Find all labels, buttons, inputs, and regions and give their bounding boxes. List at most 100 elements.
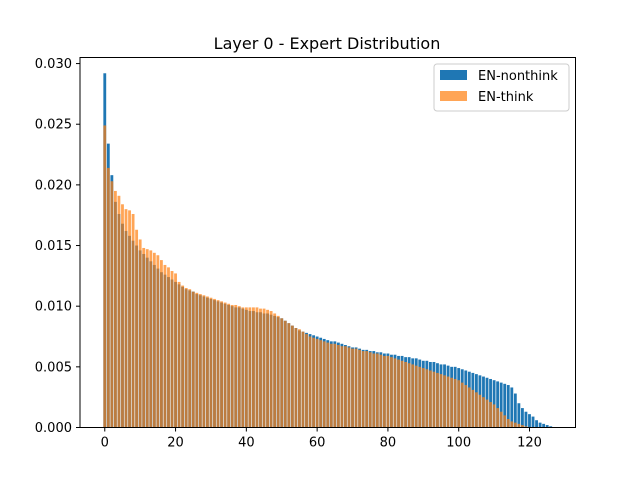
bar <box>513 422 517 428</box>
bar <box>319 340 323 428</box>
bar <box>234 304 238 428</box>
bar <box>110 181 114 428</box>
y-axis: 0.000 0.005 0.010 0.015 0.020 0.025 0.030 <box>35 57 80 436</box>
bar <box>524 411 528 428</box>
bar <box>266 309 269 428</box>
bars-layer <box>103 73 553 428</box>
bar <box>397 359 400 428</box>
bar <box>492 380 496 428</box>
bar <box>474 392 478 428</box>
plot-frame <box>79 57 576 428</box>
bar <box>382 355 386 428</box>
bar <box>531 416 535 428</box>
bar <box>340 346 344 428</box>
bar <box>167 267 170 428</box>
bar <box>521 408 524 428</box>
bar <box>273 313 277 428</box>
bar <box>195 292 199 428</box>
bar <box>499 382 503 428</box>
bar <box>478 394 482 428</box>
bar <box>159 260 163 428</box>
bar <box>482 397 485 428</box>
bar <box>135 229 139 428</box>
bar <box>152 252 156 428</box>
bar <box>542 423 546 428</box>
bar <box>368 352 372 428</box>
bar <box>344 346 347 428</box>
bar <box>329 343 333 428</box>
legend-swatch-en-nonthink <box>440 70 467 80</box>
legend-swatch-en-think <box>440 91 467 101</box>
bar <box>308 336 312 428</box>
bar <box>216 300 220 428</box>
bar <box>191 291 195 428</box>
bar <box>209 297 213 428</box>
bar <box>177 281 181 428</box>
x-tick-label: 0 <box>101 436 109 451</box>
bar <box>354 348 358 428</box>
bar <box>407 363 411 428</box>
x-tick-label: 120 <box>517 436 542 451</box>
x-tick-label: 60 <box>309 436 326 451</box>
x-tick-label: 100 <box>446 436 471 451</box>
bar <box>386 355 390 428</box>
bar <box>471 389 475 428</box>
chart-title: Layer 0 - Expert Distribution <box>214 34 441 53</box>
bar <box>326 342 330 428</box>
series-en-think <box>103 125 528 428</box>
bar <box>460 382 464 428</box>
bar <box>170 271 174 428</box>
bar <box>439 374 443 428</box>
bar <box>379 354 383 428</box>
bar <box>411 364 415 428</box>
y-tick-label: 0.010 <box>35 300 72 315</box>
bar <box>390 357 393 428</box>
bar <box>464 385 468 428</box>
bar <box>535 420 538 428</box>
bar <box>428 370 432 428</box>
bar <box>372 353 376 428</box>
bar <box>280 318 284 428</box>
bar <box>446 376 450 428</box>
x-axis: 0 20 40 60 80 100 120 <box>101 427 542 451</box>
bar <box>262 308 266 428</box>
bar <box>549 426 553 428</box>
bar <box>545 425 549 428</box>
bar <box>106 167 110 428</box>
bar <box>248 307 252 428</box>
x-tick-label: 40 <box>238 436 255 451</box>
bar <box>414 365 418 428</box>
bar <box>503 383 507 428</box>
bar <box>181 285 185 428</box>
bar <box>361 351 365 428</box>
bar <box>145 249 149 428</box>
bar <box>237 306 241 428</box>
bar <box>142 247 146 428</box>
bar <box>259 308 262 428</box>
bar <box>453 378 457 428</box>
legend-label-en-nonthink: EN-nonthink <box>478 69 558 84</box>
bar <box>220 301 223 428</box>
bar <box>315 338 319 428</box>
y-tick-label: 0.020 <box>35 178 72 193</box>
bar <box>457 380 461 428</box>
bar <box>202 295 206 428</box>
bar <box>103 125 107 428</box>
bar <box>499 411 503 428</box>
bar <box>298 329 301 428</box>
bar <box>294 328 298 428</box>
bar <box>443 375 446 428</box>
bar <box>206 296 209 428</box>
bar <box>528 414 531 428</box>
bar <box>287 323 291 428</box>
y-tick-label: 0.000 <box>35 421 72 436</box>
bar <box>510 387 514 428</box>
bar <box>489 402 492 428</box>
bar <box>421 368 425 428</box>
legend-label-en-think: EN-think <box>478 90 534 105</box>
y-tick-label: 0.030 <box>35 57 72 72</box>
bar <box>336 345 340 428</box>
bar <box>124 209 128 428</box>
bar <box>496 381 500 428</box>
bar <box>241 307 245 428</box>
